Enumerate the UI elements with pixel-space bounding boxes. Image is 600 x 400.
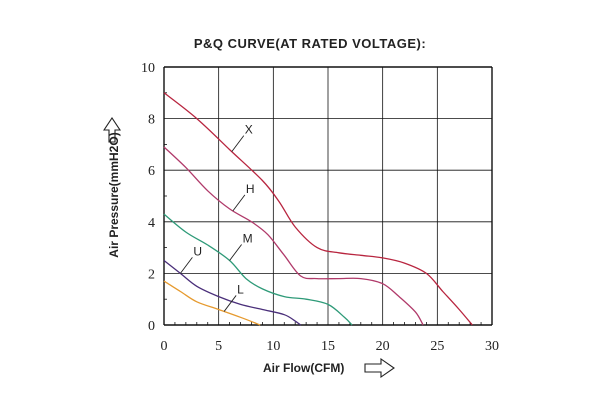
x-tick-label: 25 xyxy=(430,339,444,354)
y-axis-title-group: Air Pressure(mmH2O) xyxy=(102,117,122,258)
series-line-m xyxy=(163,213,353,326)
y-tick-label: 6 xyxy=(148,164,155,179)
series-line-h xyxy=(163,146,424,326)
grid xyxy=(163,66,493,326)
x-tick-label: 20 xyxy=(376,339,390,354)
x-tick-label: 0 xyxy=(161,339,168,354)
series-line-x xyxy=(163,92,473,326)
series-label-m: M xyxy=(243,232,253,246)
y-tick-label: 4 xyxy=(148,216,155,231)
series-label-h: H xyxy=(246,182,255,196)
x-tick-label: 5 xyxy=(215,339,222,354)
callout-line-l xyxy=(223,295,237,312)
series-line-l xyxy=(163,280,261,326)
callout-line-m xyxy=(229,244,242,261)
y-tick-label: 2 xyxy=(148,267,155,282)
series-label-l: L xyxy=(237,282,244,296)
x-tick-label: 30 xyxy=(485,339,499,354)
series-label-u: U xyxy=(193,244,202,258)
series-label-x: X xyxy=(245,123,253,137)
y-tick-label: 8 xyxy=(148,113,155,128)
y-tick-label: 10 xyxy=(141,61,155,76)
right-arrow-icon xyxy=(364,357,395,379)
up-arrow-icon xyxy=(102,117,122,143)
x-axis-title-group: Air Flow(CFM) xyxy=(263,357,395,379)
x-axis-title: Air Flow(CFM) xyxy=(263,361,344,375)
callout-line-x xyxy=(231,135,245,152)
tick-labels: 0 5 10 15 20 25 30 0 2 4 6 8 10 xyxy=(141,61,499,354)
series-lines xyxy=(163,92,473,326)
chart-title: P&Q CURVE(AT RATED VOLTAGE): xyxy=(193,36,427,51)
series-labels: X H M U L xyxy=(180,123,255,312)
series-line-u xyxy=(163,259,302,326)
x-tick-label: 15 xyxy=(321,339,335,354)
callout-line-h xyxy=(232,194,246,212)
y-tick-label: 0 xyxy=(148,319,155,334)
callout-line-u xyxy=(180,257,193,274)
x-tick-label: 10 xyxy=(266,339,280,354)
y-axis-title: Air Pressure(mmH2O) xyxy=(107,132,121,257)
